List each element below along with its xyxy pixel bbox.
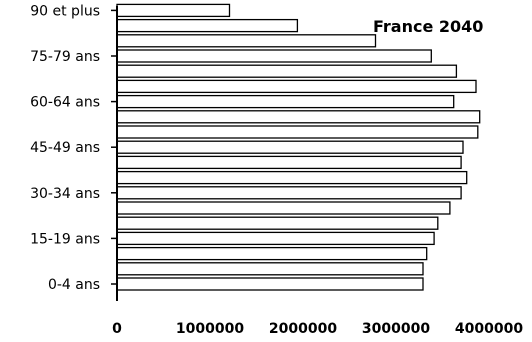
y-tick-label: 60-64 ans: [30, 95, 100, 111]
y-tick-label: 45-49 ans: [30, 140, 100, 156]
x-tick-label: 2000000: [269, 321, 337, 337]
bar-50-54-ans: [116, 125, 479, 139]
y-tick-label: 75-79 ans: [30, 49, 100, 65]
bar-25-29-ans: [116, 201, 451, 215]
bar-30-34-ans: [116, 186, 462, 200]
bar-40-44-ans: [116, 155, 462, 170]
x-tick-label: 0: [112, 321, 122, 337]
y-tick-label: 0-4 ans: [48, 277, 100, 293]
bar-20-24-ans: [116, 216, 439, 230]
bar-90-et-plus: [116, 3, 231, 18]
x-axis-labels: 0 1000000 2000000 3000000 4000000: [112, 321, 523, 337]
bar-55-59-ans: [116, 110, 481, 124]
bar-10-14-ans: [116, 246, 428, 261]
bar-45-49-ans: [116, 140, 464, 154]
bar-15-19-ans: [116, 231, 435, 246]
bar-75-79-ans: [116, 49, 432, 63]
chart-title: France 2040: [373, 17, 483, 36]
x-tick-label: 1000000: [176, 321, 244, 337]
bar-60-64-ans: [116, 94, 455, 109]
y-axis-labels: 0-4 ans 15-19 ans 30-34 ans 45-49 ans 60-64 …: [30, 3, 117, 293]
bar-80-84-ans: [116, 34, 377, 48]
y-tick-label: 90 et plus: [30, 3, 100, 19]
bar-5-9-ans: [116, 262, 424, 276]
bar-85-89-ans: [116, 18, 299, 33]
bar-35-39-ans: [116, 170, 468, 185]
x-tick-label: 4000000: [455, 321, 523, 337]
y-tick-label: 15-19 ans: [30, 231, 100, 247]
x-tick-label: 3000000: [362, 321, 430, 337]
bars-group: [116, 3, 481, 291]
bar-70-74-ans: [116, 64, 458, 78]
y-tick-label: 30-34 ans: [30, 186, 100, 202]
bar-65-69-ans: [116, 79, 477, 94]
bar-0-4-ans: [116, 277, 424, 291]
